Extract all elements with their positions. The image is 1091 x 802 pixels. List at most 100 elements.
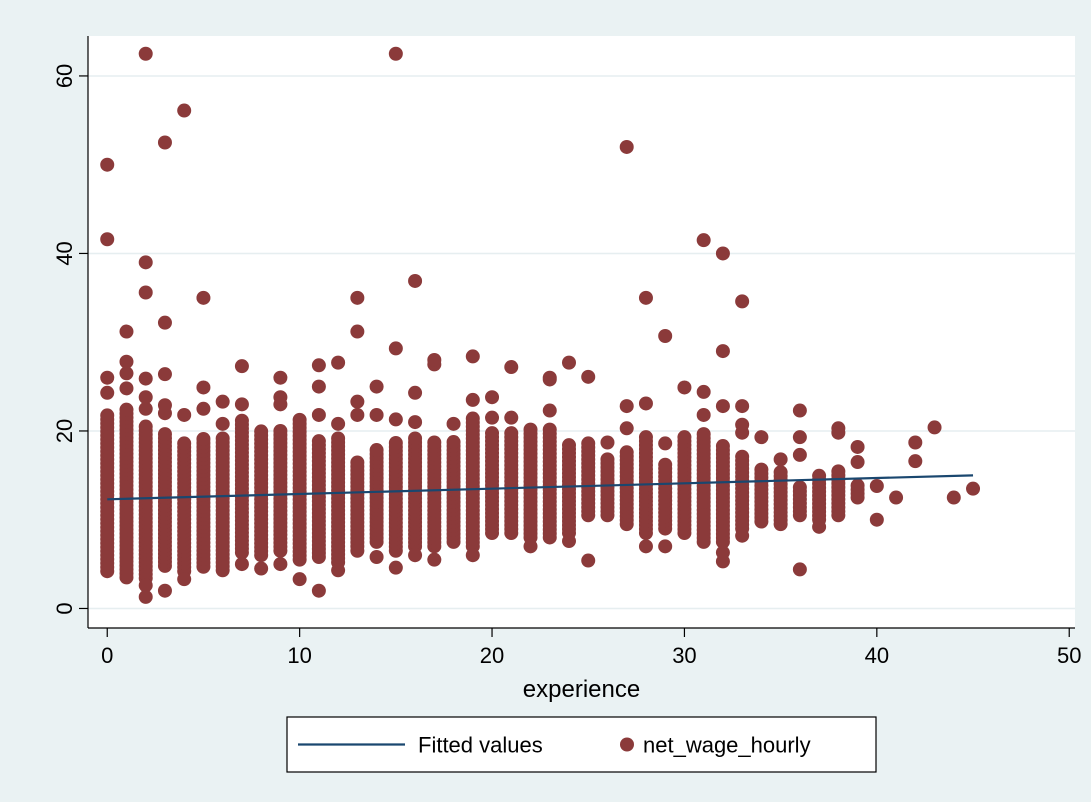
scatter-point bbox=[638, 539, 653, 554]
y-tick-label: 40 bbox=[52, 241, 77, 265]
scatter-point bbox=[273, 557, 288, 572]
x-tick-label: 50 bbox=[1057, 643, 1081, 668]
scatter-point bbox=[446, 416, 461, 431]
scatter-point bbox=[350, 290, 365, 305]
scatter-point bbox=[138, 578, 153, 593]
scatter-point bbox=[157, 135, 172, 150]
scatter-point bbox=[177, 407, 192, 422]
scatter-point bbox=[908, 435, 923, 450]
scatter-point bbox=[119, 381, 134, 396]
scatter-point bbox=[966, 481, 981, 496]
scatter-point bbox=[792, 562, 807, 577]
scatter-point bbox=[850, 455, 865, 470]
scatter-point bbox=[138, 371, 153, 386]
scatter-point bbox=[504, 360, 519, 375]
y-tick-label: 60 bbox=[52, 64, 77, 88]
scatter-point bbox=[311, 434, 326, 449]
scatter-point bbox=[292, 412, 307, 427]
scatter-point bbox=[100, 157, 115, 172]
scatter-point bbox=[773, 465, 788, 480]
x-tick-label: 20 bbox=[480, 643, 504, 668]
scatter-point bbox=[658, 539, 673, 554]
scatter-point bbox=[234, 557, 249, 572]
scatter-point bbox=[215, 431, 230, 446]
scatter-point bbox=[157, 398, 172, 413]
scatter-point bbox=[465, 349, 480, 364]
scatter-point bbox=[504, 426, 519, 441]
scatter-point bbox=[715, 344, 730, 359]
scatter-point bbox=[735, 449, 750, 464]
scatter-point bbox=[715, 399, 730, 414]
scatter-point bbox=[273, 423, 288, 438]
scatter-point bbox=[812, 519, 827, 534]
scatter-point bbox=[215, 416, 230, 431]
y-tick-label: 20 bbox=[52, 419, 77, 443]
scatter-point bbox=[100, 385, 115, 400]
scatter-point bbox=[465, 411, 480, 426]
scatter-point bbox=[658, 328, 673, 343]
scatter-point bbox=[658, 436, 673, 451]
scatter-point bbox=[100, 408, 115, 423]
scatter-point bbox=[119, 366, 134, 381]
scatter-point bbox=[485, 390, 500, 405]
scatter-point bbox=[292, 572, 307, 587]
scatter-point bbox=[196, 401, 211, 416]
scatter-point bbox=[735, 294, 750, 309]
x-tick-label: 0 bbox=[101, 643, 113, 668]
fitted-values-line bbox=[107, 474, 974, 501]
scatter-point bbox=[138, 589, 153, 604]
scatter-point bbox=[638, 430, 653, 445]
scatter-point bbox=[388, 412, 403, 427]
scatter-point bbox=[638, 290, 653, 305]
scatter-point bbox=[369, 407, 384, 422]
scatter-point bbox=[542, 403, 557, 418]
scatter-point bbox=[619, 445, 634, 460]
scatter-point bbox=[561, 534, 576, 549]
scatter-point bbox=[542, 370, 557, 385]
scatter-point bbox=[311, 407, 326, 422]
scatter-point bbox=[715, 439, 730, 454]
scatter-point bbox=[138, 285, 153, 300]
gridlines bbox=[88, 75, 1075, 610]
scatter-point bbox=[157, 315, 172, 330]
legend-label-fitted: Fitted values bbox=[418, 733, 543, 758]
scatter-points bbox=[100, 46, 981, 604]
scatter-point bbox=[138, 419, 153, 434]
scatter-point bbox=[600, 452, 615, 467]
scatter-point bbox=[696, 407, 711, 422]
scatter-point bbox=[735, 528, 750, 543]
scatter-point bbox=[234, 413, 249, 428]
scatter-point bbox=[696, 384, 711, 399]
scatter-point bbox=[792, 403, 807, 418]
scatter-point bbox=[754, 462, 769, 477]
fitted-line-layer bbox=[107, 474, 974, 501]
scatter-point bbox=[427, 552, 442, 567]
scatter-point bbox=[735, 417, 750, 432]
scatter-point bbox=[350, 455, 365, 470]
scatter-point bbox=[273, 390, 288, 405]
scatter-point bbox=[196, 290, 211, 305]
scatter-point bbox=[119, 402, 134, 417]
scatter-point bbox=[561, 438, 576, 453]
scatter-point bbox=[215, 394, 230, 409]
scatter-point bbox=[408, 385, 423, 400]
scatter-point bbox=[427, 352, 442, 367]
scatter-point bbox=[196, 431, 211, 446]
scatter-point bbox=[619, 399, 634, 414]
legend-label-points: net_wage_hourly bbox=[643, 733, 811, 758]
scatter-point bbox=[658, 457, 673, 472]
scatter-point bbox=[119, 324, 134, 339]
x-tick-label: 30 bbox=[672, 643, 696, 668]
scatter-point bbox=[908, 454, 923, 469]
scatter-point bbox=[792, 447, 807, 462]
scatter-point bbox=[792, 430, 807, 445]
scatter-point bbox=[196, 380, 211, 395]
scatter-point bbox=[485, 410, 500, 425]
x-tick-label: 10 bbox=[287, 643, 311, 668]
scatter-point bbox=[889, 490, 904, 505]
scatter-point bbox=[465, 392, 480, 407]
scatter-point bbox=[735, 399, 750, 414]
scatter-point bbox=[715, 545, 730, 560]
legend: Fitted values net_wage_hourly bbox=[286, 716, 877, 773]
scatter-point bbox=[369, 443, 384, 458]
